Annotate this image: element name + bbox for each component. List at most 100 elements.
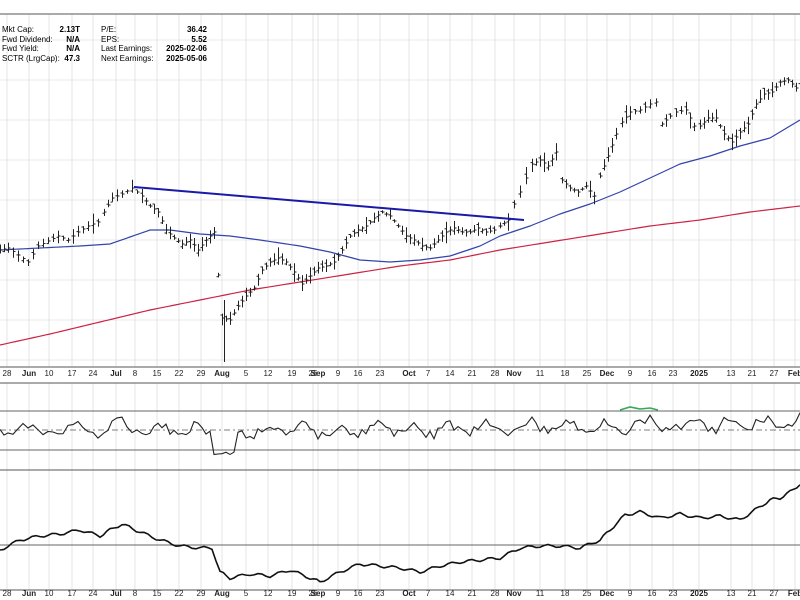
long-moving-average (0, 205, 800, 346)
x-tick-label: 23 (376, 589, 385, 598)
overbought-highlight (619, 406, 659, 411)
stat-row: Mkt Cap: 2.13T (2, 25, 80, 35)
stat-value: 2025-05-06 (166, 53, 207, 63)
x-tick-label: 9 (336, 589, 341, 598)
stat-row: Fwd Dividend: N/A (2, 35, 80, 45)
x-tick-label: 23 (376, 369, 385, 378)
x-tick-label: 9 (628, 369, 633, 378)
x-tick-label: 26 (309, 369, 318, 378)
x-tick-label: 9 (628, 589, 633, 598)
stat-row: Next Earnings: 2025-05-06 (101, 54, 207, 64)
stat-label: SCTR (LrgCap): (2, 53, 60, 63)
x-tick-label: 28 (491, 589, 500, 598)
x-tick-label: Oct (402, 369, 416, 378)
stat-label: EPS: (101, 34, 120, 44)
x-tick-label: 16 (354, 369, 363, 378)
x-tick-label: 13 (727, 369, 736, 378)
x-tick-label: 21 (748, 369, 757, 378)
x-tick-label: 12 (264, 589, 273, 598)
stat-value: 2025-02-06 (166, 44, 207, 53)
x-tick-label: 27 (770, 369, 779, 378)
stat-label: Fwd Yield: (2, 44, 39, 53)
stat-value: 36.42 (186, 25, 207, 34)
x-tick-label: 19 (288, 369, 297, 378)
grid-lines (0, 14, 800, 590)
x-tick-label: 23 (669, 589, 678, 598)
x-tick-label: Jul (110, 369, 122, 378)
stat-row: Fwd Yield: N/A (2, 44, 80, 54)
x-tick-label: 28 (3, 589, 12, 598)
x-tick-label: 29 (197, 589, 206, 598)
x-tick-label: Dec (600, 369, 615, 378)
price-bars (0, 77, 800, 362)
stat-value: N/A (66, 34, 80, 44)
x-tick-label: 28 (491, 369, 500, 378)
x-tick-label: Nov (506, 369, 522, 378)
x-tick-label: 18 (561, 589, 570, 598)
x-tick-label: 27 (770, 589, 779, 598)
x-tick-label: 5 (244, 369, 249, 378)
x-tick-label: 10 (45, 589, 54, 598)
x-tick-label: Oct (402, 589, 416, 598)
stats-left-column: Mkt Cap: 2.13T Fwd Dividend: N/A Fwd Yield… (2, 25, 80, 63)
x-tick-label: 8 (133, 369, 138, 378)
x-tick-label: 25 (583, 369, 592, 378)
x-tick-label: Jul (110, 589, 122, 598)
oscillator-2-line (0, 484, 800, 583)
x-tick-label: 15 (153, 589, 162, 598)
x-tick-label: Jun (22, 589, 36, 598)
x-tick-label: Sep (311, 369, 326, 378)
x-tick-label: 13 (727, 589, 736, 598)
x-tick-label: 17 (68, 369, 77, 378)
x-tick-label: 28 (3, 369, 12, 378)
x-tick-label: Sep (311, 589, 326, 598)
x-tick-label: 18 (561, 369, 570, 378)
x-tick-label: 2025 (690, 589, 708, 598)
x-tick-label: 16 (354, 589, 363, 598)
stats-right-column: P/E: 36.42 EPS: 5.52 Last Earnings: 2025-02… (101, 25, 207, 63)
x-tick-label: 14 (446, 589, 455, 598)
x-tick-label: 22 (175, 589, 184, 598)
x-tick-label: Dec (600, 589, 615, 598)
stat-value: 2.13T (59, 25, 80, 34)
x-tick-label: 19 (288, 589, 297, 598)
short-ma-line (0, 119, 800, 263)
x-tick-label: 7 (426, 369, 431, 378)
x-tick-label: Jun (22, 369, 36, 378)
x-tick-label: 15 (153, 369, 162, 378)
stat-label: Last Earnings: (101, 44, 153, 53)
x-tick-label: 29 (197, 369, 206, 378)
stat-label: Mkt Cap: (2, 25, 35, 34)
x-tick-label: 16 (648, 369, 657, 378)
x-tick-label: 7 (426, 589, 431, 598)
x-tick-label: 21 (748, 589, 757, 598)
x-tick-label: Feb (788, 369, 800, 378)
x-tick-label: 2025 (690, 369, 708, 378)
x-tick-label: 21 (468, 369, 477, 378)
stat-row: EPS: 5.52 (101, 35, 207, 45)
stat-row: SCTR (LrgCap): 47.3 (2, 54, 80, 64)
oscillator-1-line (0, 412, 800, 456)
trendline (133, 186, 525, 221)
x-tick-label: 11 (536, 589, 545, 598)
x-tick-label: Aug (214, 369, 230, 378)
x-tick-label: Aug (214, 589, 230, 598)
x-tick-label: 25 (583, 589, 592, 598)
stat-row: P/E: 36.42 (101, 25, 207, 35)
x-tick-label: 8 (133, 589, 138, 598)
stat-value: 47.3 (64, 53, 80, 63)
stat-row: Last Earnings: 2025-02-06 (101, 44, 207, 54)
x-tick-label: 24 (89, 589, 98, 598)
panel-frames (0, 13, 800, 591)
x-tick-label: 10 (45, 369, 54, 378)
stat-label: Fwd Dividend: (2, 34, 53, 44)
x-tick-label: 16 (648, 589, 657, 598)
x-tick-label: 22 (175, 369, 184, 378)
x-tick-label: 5 (244, 589, 249, 598)
x-tick-label: 11 (536, 369, 545, 378)
oscillator-panel-2 (0, 484, 800, 583)
x-tick-label: 23 (669, 369, 678, 378)
x-axis-ticks: 28 28 Jun Jun 10 10 17 17 24 24 Jul Jul 8 8 15 15 22 22 29… (3, 369, 800, 598)
x-tick-label: 12 (264, 369, 273, 378)
